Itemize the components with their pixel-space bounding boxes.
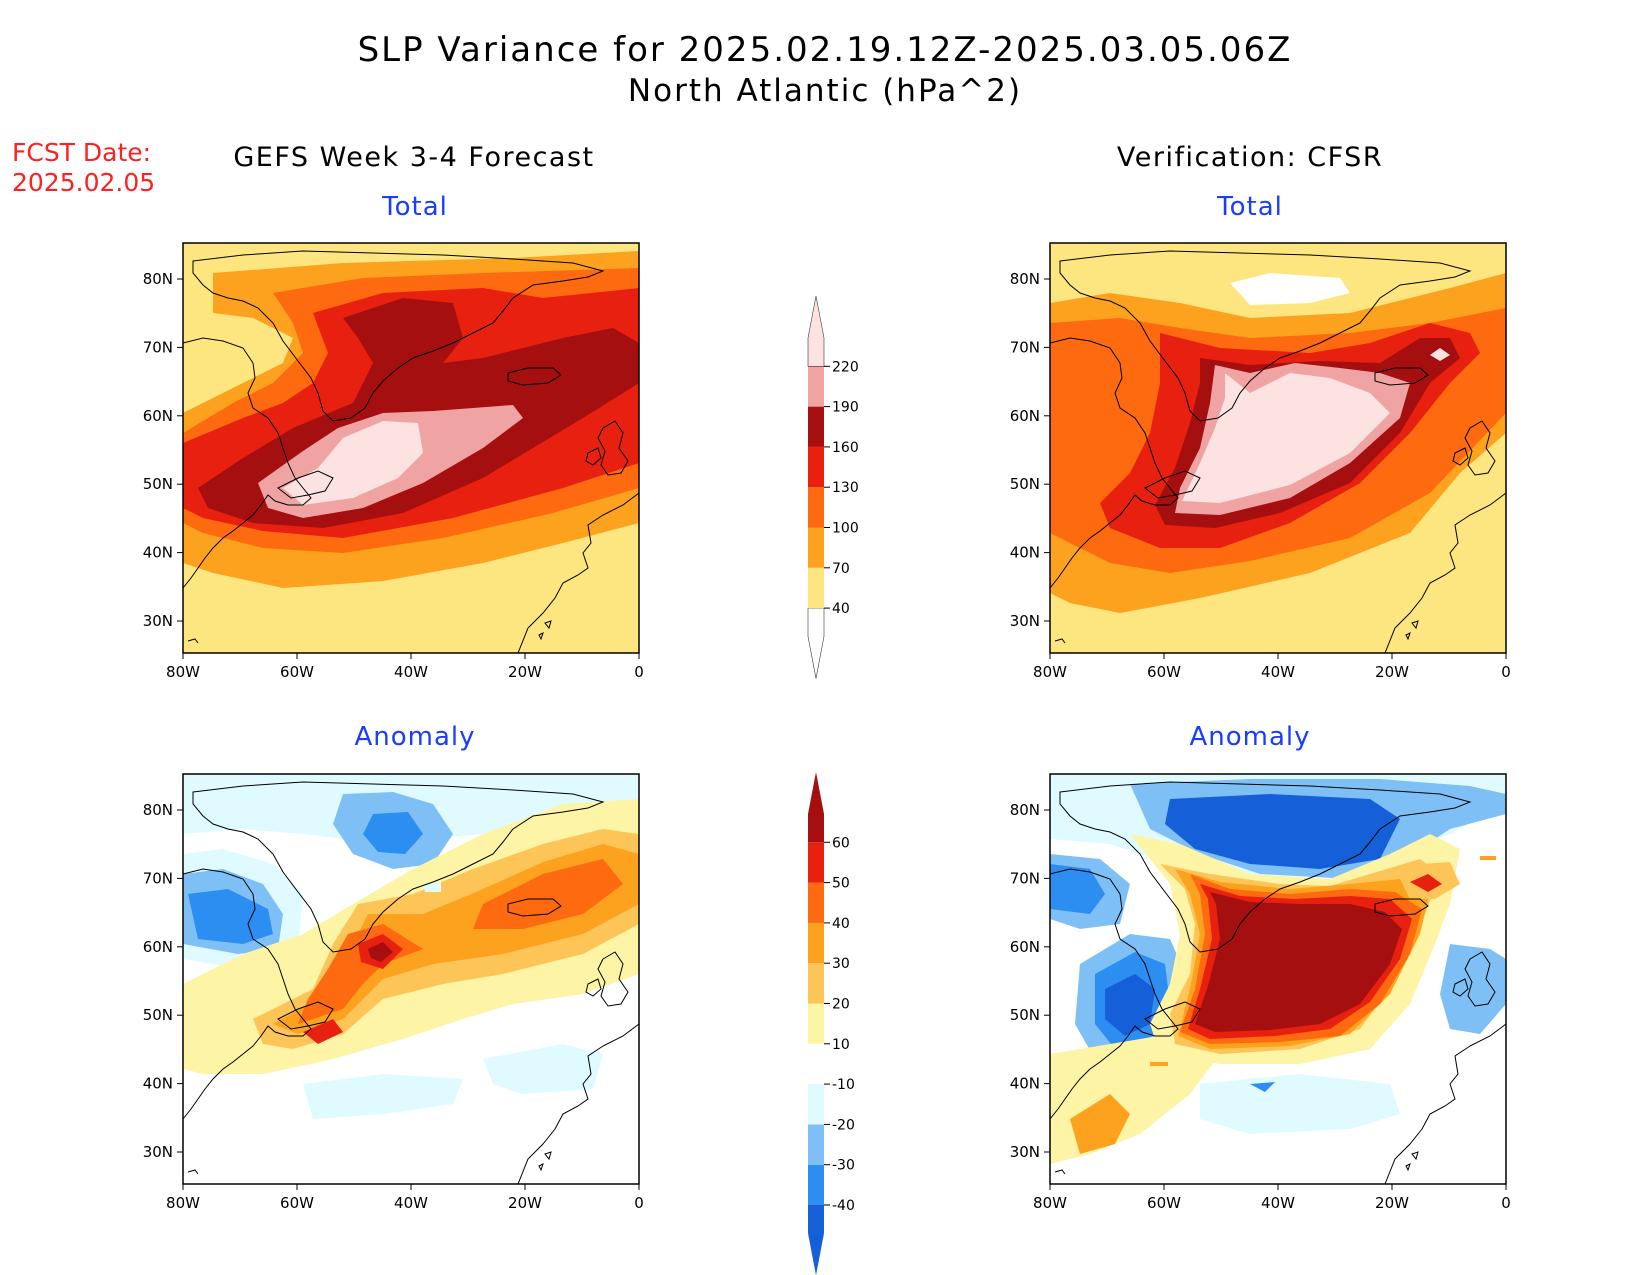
forecast-total-title: Total: [382, 192, 448, 222]
forecast-date-value: 2025.02.05: [12, 168, 156, 197]
forecast-total-map: [182, 242, 640, 654]
lon-tick-label: 0: [634, 1194, 644, 1212]
lat-tick-label: 70N: [1010, 869, 1040, 887]
forecast-date-label: FCST Date:: [12, 138, 152, 167]
lat-tick-label: 30N: [143, 612, 173, 630]
colorbar-segment: [808, 1124, 824, 1165]
colorbar-level-label: 130: [832, 480, 859, 496]
lat-tick-label: 40N: [143, 544, 173, 562]
colorbar-segment: [808, 922, 824, 964]
colorbar-level-label: 60: [832, 835, 850, 851]
lon-tick-label: 60W: [1147, 663, 1181, 681]
total-colorbar: 40 70 100 130 160 190 220: [807, 295, 859, 679]
colorbar-segment: [808, 1084, 824, 1125]
colorbar-segment: [808, 1043, 824, 1085]
lat-tick-label: 70N: [1010, 338, 1040, 356]
lat-tick-label: 60N: [143, 407, 173, 425]
lon-tick-label: 0: [1501, 1194, 1511, 1212]
lat-tick-label: 60N: [143, 938, 173, 956]
lon-tick-label: 20W: [508, 663, 542, 681]
colorbar-segment: [808, 406, 824, 447]
lon-tick-label: 20W: [1375, 1194, 1409, 1212]
lon-tick-label: 60W: [280, 1194, 314, 1212]
colorbar-segment: [808, 567, 824, 609]
lat-tick-label: 50N: [143, 1006, 173, 1024]
lon-tick-label: 40W: [1261, 1194, 1295, 1212]
lon-tick-label: 40W: [1261, 663, 1295, 681]
lat-tick-label: 30N: [143, 1143, 173, 1161]
verification-column-title: Verification: CFSR: [1116, 142, 1384, 173]
lat-tick-label: 40N: [143, 1075, 173, 1093]
colorbar-level-label: -40: [832, 1198, 855, 1214]
colorbar-segment: [808, 963, 824, 1004]
lon-tick-label: 20W: [1375, 663, 1409, 681]
lat-tick-label: 80N: [1010, 270, 1040, 288]
colorbar-level-label: -30: [832, 1158, 855, 1174]
colorbar-segment: [808, 446, 824, 488]
lon-tick-label: 60W: [1147, 1194, 1181, 1212]
forecast-anomaly-title: Anomaly: [354, 722, 476, 752]
lat-tick-label: 80N: [143, 270, 173, 288]
colorbar-level-label: 30: [832, 956, 850, 972]
colorbar-level-label: 50: [832, 876, 850, 892]
verification-total-map: [1049, 242, 1507, 654]
lat-tick-label: 40N: [1010, 1075, 1040, 1093]
chart-subtitle: North Atlantic (hPa^2): [627, 73, 1023, 109]
colorbar-segment: [808, 1164, 824, 1205]
lat-tick-label: 50N: [1010, 475, 1040, 493]
lat-tick-label: 50N: [143, 475, 173, 493]
lon-tick-label: 80W: [166, 1194, 200, 1212]
colorbar-segment: [807, 607, 825, 679]
forecast-anomaly-map: [182, 773, 640, 1185]
colorbar-level-label: -10: [832, 1077, 855, 1093]
lon-tick-label: 0: [1501, 663, 1511, 681]
forecast-column-title: GEFS Week 3-4 Forecast: [233, 142, 595, 173]
lat-tick-label: 50N: [1010, 1006, 1040, 1024]
lon-tick-label: 80W: [166, 663, 200, 681]
lon-tick-label: 80W: [1033, 663, 1067, 681]
colorbar-segment: [808, 772, 824, 843]
verification-total-title: Total: [1217, 192, 1283, 222]
lat-tick-label: 40N: [1010, 544, 1040, 562]
lat-tick-label: 60N: [1010, 938, 1040, 956]
lon-tick-label: 20W: [508, 1194, 542, 1212]
colorbar-segment: [808, 882, 824, 923]
colorbar-level-label: 70: [832, 561, 850, 577]
lon-tick-label: 60W: [280, 663, 314, 681]
colorbar-level-label: 190: [832, 400, 859, 416]
colorbar-segment: [808, 487, 824, 528]
lon-tick-label: 40W: [394, 663, 428, 681]
forecast-date: FCST Date: 2025.02.05: [12, 138, 155, 198]
lat-tick-label: 80N: [1010, 801, 1040, 819]
lat-tick-label: 70N: [143, 869, 173, 887]
lon-tick-label: 40W: [394, 1194, 428, 1212]
colorbar-level-label: 100: [832, 521, 859, 537]
colorbar-level-label: 160: [832, 440, 859, 456]
colorbar-segment: [808, 842, 824, 883]
colorbar-segment: [808, 1205, 824, 1275]
lon-tick-label: 80W: [1033, 1194, 1067, 1212]
colorbar-level-label: -20: [832, 1117, 855, 1133]
colorbar-segment: [808, 1003, 824, 1044]
colorbar-level-label: 10: [832, 1037, 850, 1053]
lat-tick-label: 30N: [1010, 1143, 1040, 1161]
colorbar-level-label: 40: [832, 916, 850, 932]
colorbar-level-label: 220: [832, 359, 859, 375]
lat-tick-label: 80N: [143, 801, 173, 819]
verification-anomaly-title: Anomaly: [1189, 722, 1311, 752]
colorbar-segment: [808, 527, 824, 568]
lat-tick-label: 60N: [1010, 407, 1040, 425]
colorbar-segment: [807, 295, 825, 367]
colorbar-level-label: 20: [832, 997, 850, 1013]
lon-tick-label: 0: [634, 663, 644, 681]
chart-title: SLP Variance for 2025.02.19.12Z-2025.03.…: [357, 30, 1293, 70]
lat-tick-label: 70N: [143, 338, 173, 356]
anomaly-colorbar: -40 -30 -20 -10 10 20 30 40 50 60: [808, 772, 855, 1275]
colorbar-level-label: 40: [832, 601, 850, 617]
verification-anomaly-map: [1049, 773, 1507, 1185]
colorbar-segment: [808, 366, 824, 407]
lat-tick-label: 30N: [1010, 612, 1040, 630]
